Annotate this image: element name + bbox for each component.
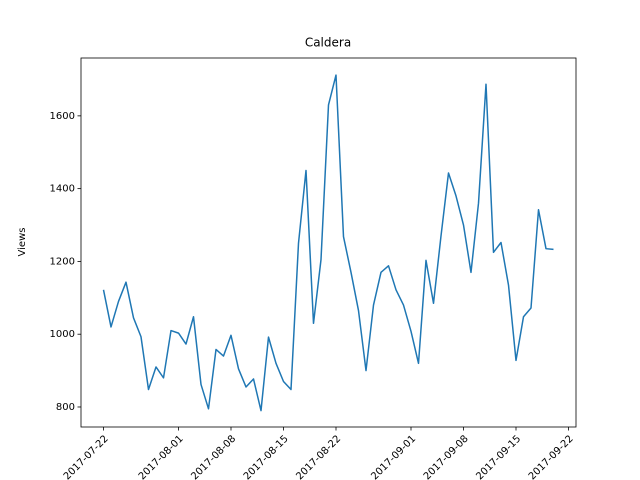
- x-tick-label: 2017-07-22: [62, 433, 111, 480]
- x-tick-label: 2017-08-15: [242, 433, 291, 480]
- x-tick-label: 2017-08-22: [294, 433, 343, 480]
- y-axis-label: Views: [17, 228, 28, 257]
- x-tick-label: 2017-08-08: [189, 433, 238, 480]
- y-tick-label: 1000: [50, 329, 75, 340]
- x-tick-label: 2017-08-01: [137, 433, 186, 480]
- chart-title: Caldera: [305, 36, 351, 50]
- y-tick-label: 800: [56, 402, 75, 413]
- line-series: [102, 74, 554, 412]
- y-tick-label: 1400: [50, 184, 75, 195]
- x-tick-label: 2017-09-08: [422, 433, 471, 480]
- x-tick-label: 2017-09-15: [474, 433, 523, 480]
- plot-frame: [80, 57, 577, 428]
- x-tick-label: 2017-09-22: [527, 433, 576, 480]
- x-tick-label: 2017-09-01: [369, 433, 418, 480]
- y-tick-label: 1600: [50, 111, 75, 122]
- y-tick-label: 1200: [50, 256, 75, 267]
